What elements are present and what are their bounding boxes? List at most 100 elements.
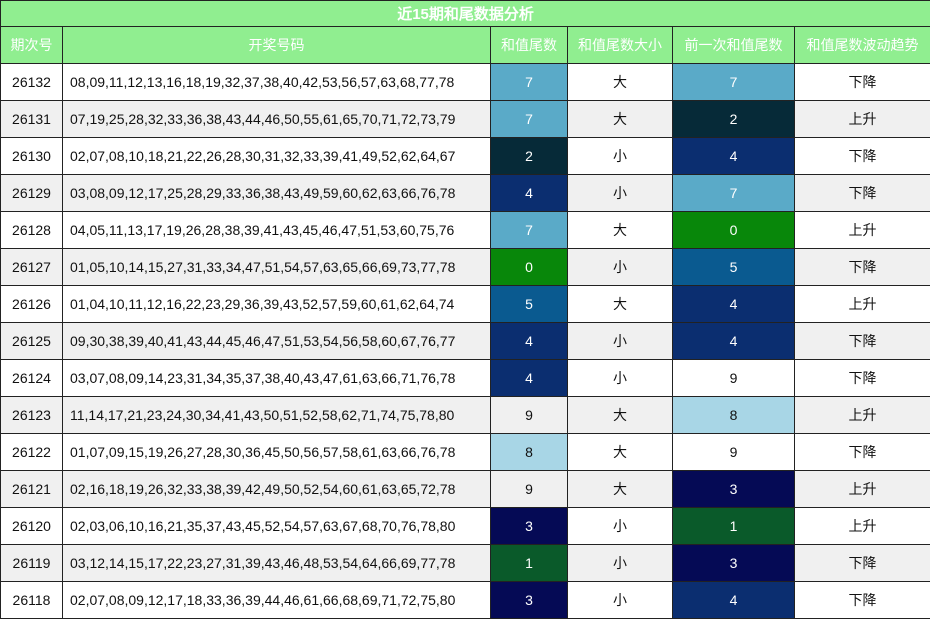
numbers-cell: 03,12,14,15,17,22,23,27,31,39,43,46,48,5… [62,544,491,582]
size-cell: 大 [567,470,673,508]
prev-tail-cell: 2 [672,100,795,138]
issue-cell: 26132 [0,63,63,101]
issue-cell: 26125 [0,322,63,360]
tail-cell: 3 [490,507,568,545]
trend-cell: 下降 [793,248,930,286]
issue-cell: 26123 [0,396,63,434]
size-cell: 大 [567,211,673,249]
table-row: 26132 08,09,11,12,13,16,18,19,32,37,38,40… [0,63,930,101]
issue-cell: 26122 [0,433,63,471]
trend-cell: 上升 [793,396,930,434]
table-row: 26130 02,07,08,10,18,21,22,26,28,30,31,32… [0,137,930,175]
table-row: 26118 02,07,08,09,12,17,18,33,36,39,44,46… [0,581,930,619]
tail-cell: 4 [490,322,568,360]
issue-cell: 26118 [0,581,63,619]
issue-cell: 26128 [0,211,63,249]
header-cell: 期次号 [0,26,63,64]
numbers-cell: 09,30,38,39,40,41,43,44,45,46,47,51,53,5… [62,322,491,360]
issue-cell: 26124 [0,359,63,397]
tail-cell: 7 [490,211,568,249]
tail-cell: 9 [490,470,568,508]
numbers-cell: 01,04,10,11,12,16,22,23,29,36,39,43,52,5… [62,285,491,323]
size-cell: 小 [567,581,673,619]
tail-cell: 9 [490,396,568,434]
issue-cell: 26129 [0,174,63,212]
tail-cell: 3 [490,581,568,619]
numbers-cell: 03,08,09,12,17,25,28,29,33,36,38,43,49,5… [62,174,491,212]
numbers-cell: 02,07,08,10,18,21,22,26,28,30,31,32,33,3… [62,137,491,175]
trend-cell: 上升 [793,507,930,545]
issue-cell: 26127 [0,248,63,286]
size-cell: 小 [567,507,673,545]
prev-tail-cell: 1 [672,507,795,545]
table-body: 26132 08,09,11,12,13,16,18,19,32,37,38,40… [0,63,930,619]
numbers-cell: 01,05,10,14,15,27,31,33,34,47,51,54,57,6… [62,248,491,286]
issue-cell: 26120 [0,507,63,545]
header-cell: 开奖号码 [62,26,491,64]
prev-tail-cell: 5 [672,248,795,286]
numbers-cell: 04,05,11,13,17,19,26,28,38,39,41,43,45,4… [62,211,491,249]
prev-tail-cell: 4 [672,581,795,619]
size-cell: 大 [567,63,673,101]
tail-cell: 4 [490,359,568,397]
size-cell: 小 [567,359,673,397]
size-cell: 小 [567,544,673,582]
table-row: 26127 01,05,10,14,15,27,31,33,34,47,51,54… [0,248,930,286]
tail-cell: 1 [490,544,568,582]
table-row: 26121 02,16,18,19,26,32,33,38,39,42,49,50… [0,470,930,508]
table-row: 26119 03,12,14,15,17,22,23,27,31,39,43,46… [0,544,930,582]
trend-cell: 下降 [793,174,930,212]
issue-cell: 26121 [0,470,63,508]
numbers-cell: 02,03,06,10,16,21,35,37,43,45,52,54,57,6… [62,507,491,545]
issue-cell: 26130 [0,137,63,175]
tail-cell: 5 [490,285,568,323]
numbers-cell: 01,07,09,15,19,26,27,28,30,36,45,50,56,5… [62,433,491,471]
trend-cell: 下降 [793,63,930,101]
size-cell: 大 [567,100,673,138]
trend-cell: 下降 [793,544,930,582]
prev-tail-cell: 4 [672,285,795,323]
prev-tail-cell: 9 [672,433,795,471]
table-row: 26128 04,05,11,13,17,19,26,28,38,39,41,43… [0,211,930,249]
issue-cell: 26126 [0,285,63,323]
trend-cell: 下降 [793,581,930,619]
trend-cell: 上升 [793,470,930,508]
trend-cell: 上升 [793,211,930,249]
table-row: 26129 03,08,09,12,17,25,28,29,33,36,38,43… [0,174,930,212]
numbers-cell: 08,09,11,12,13,16,18,19,32,37,38,40,42,5… [62,63,491,101]
table-row: 26120 02,03,06,10,16,21,35,37,43,45,52,54… [0,507,930,545]
prev-tail-cell: 8 [672,396,795,434]
header-cell: 和值尾数大小 [567,26,673,64]
numbers-cell: 02,16,18,19,26,32,33,38,39,42,49,50,52,5… [62,470,491,508]
numbers-cell: 07,19,25,28,32,33,36,38,43,44,46,50,55,6… [62,100,491,138]
size-cell: 大 [567,433,673,471]
prev-tail-cell: 3 [672,470,795,508]
header-cell: 和值尾数 [490,26,568,64]
prev-tail-cell: 0 [672,211,795,249]
header-cell: 和值尾数波动趋势 [793,26,930,64]
tail-cell: 0 [490,248,568,286]
numbers-cell: 11,14,17,21,23,24,30,34,41,43,50,51,52,5… [62,396,491,434]
table-row: 26122 01,07,09,15,19,26,27,28,30,36,45,50… [0,433,930,471]
header-cell: 前一次和值尾数 [672,26,795,64]
issue-cell: 26131 [0,100,63,138]
trend-cell: 上升 [793,285,930,323]
prev-tail-cell: 4 [672,137,795,175]
prev-tail-cell: 7 [672,63,795,101]
prev-tail-cell: 4 [672,322,795,360]
issue-cell: 26119 [0,544,63,582]
table-row: 26123 11,14,17,21,23,24,30,34,41,43,50,51… [0,396,930,434]
prev-tail-cell: 3 [672,544,795,582]
tail-cell: 4 [490,174,568,212]
table-row: 26125 09,30,38,39,40,41,43,44,45,46,47,51… [0,322,930,360]
table-title: 近15期和尾数据分析 [0,0,930,27]
table-row: 26124 03,07,08,09,14,23,31,34,35,37,38,40… [0,359,930,397]
size-cell: 小 [567,174,673,212]
header-row: 期次号 开奖号码 和值尾数 和值尾数大小 前一次和值尾数 和值尾数波动趋势 [0,26,930,64]
trend-cell: 下降 [793,322,930,360]
size-cell: 小 [567,322,673,360]
tail-cell: 7 [490,63,568,101]
size-cell: 大 [567,285,673,323]
trend-cell: 下降 [793,137,930,175]
